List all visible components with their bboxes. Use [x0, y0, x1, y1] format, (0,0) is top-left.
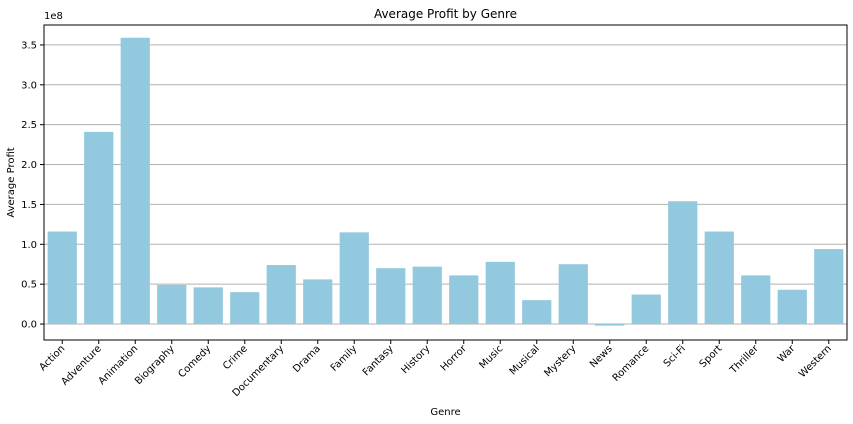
plot-frame	[43, 24, 848, 341]
x-tick-label: Music	[477, 343, 505, 371]
x-tick-label: Fantasy	[361, 343, 396, 378]
y-tick-label: 3.5	[21, 40, 37, 51]
x-tick-label: Mystery	[542, 343, 578, 379]
y-tick-label: 1.0	[21, 240, 37, 251]
bar-sci-fi	[668, 201, 698, 325]
bar-mystery	[558, 264, 588, 325]
y-tick-label: 2.5	[21, 120, 37, 131]
bar-horror	[449, 275, 479, 325]
bar-musical	[522, 300, 552, 325]
y-tick-label: 0.0	[21, 320, 37, 331]
bar-western	[814, 249, 844, 325]
x-tick-label: Biography	[133, 343, 177, 387]
x-tick-label: Family	[329, 343, 360, 374]
bar-news	[595, 324, 625, 326]
x-tick-label: Sci-Fi	[662, 343, 688, 369]
y-tick-label: 2.0	[21, 160, 37, 171]
y-axis-label: Average Profit	[6, 147, 17, 217]
x-tick-label: History	[399, 343, 432, 376]
y-ticks: 0.0 0.5 1.0 1.5 2.0 2.5 3.0 3.5	[21, 40, 44, 331]
x-tick-label: Musical	[508, 343, 542, 377]
gridlines	[44, 44, 847, 325]
bar-history	[412, 266, 442, 325]
y-tick-label: 1.5	[21, 200, 37, 211]
x-tick-label: News	[588, 343, 615, 370]
x-tick-label: Horror	[439, 343, 470, 374]
x-tick-label: Action	[37, 343, 67, 373]
x-tick-label: War	[776, 343, 798, 365]
bar-comedy	[193, 287, 223, 325]
x-axis-label: Genre	[430, 407, 460, 418]
bar-biography	[157, 284, 187, 325]
chart-title: Average Profit by Genre	[374, 7, 517, 21]
bar-action	[47, 231, 77, 325]
bar-adventure	[84, 131, 114, 325]
bar-romance	[631, 294, 661, 325]
x-tick-label: Comedy	[176, 343, 213, 380]
bar-animation	[120, 37, 150, 325]
y-tick-label: 0.5	[21, 280, 37, 291]
bar-crime	[230, 292, 260, 325]
bar-war	[777, 289, 807, 325]
bar-drama	[303, 279, 333, 325]
x-tick-label: Crime	[221, 343, 250, 372]
bars	[47, 37, 844, 326]
bar-thriller	[741, 275, 771, 325]
y-axis-offset-label: 1e8	[44, 11, 63, 22]
x-tick-label: Sport	[698, 343, 725, 370]
x-tick-label: Drama	[291, 343, 323, 375]
y-tick-label: 3.0	[21, 80, 37, 91]
bar-sport	[704, 231, 734, 325]
bar-documentary	[266, 265, 296, 325]
bar-fantasy	[376, 268, 406, 325]
x-tick-label: Western	[797, 343, 834, 380]
x-tick-label: Romance	[611, 343, 652, 384]
bar-music	[485, 261, 515, 325]
x-tick-label: Thriller	[728, 343, 762, 377]
bar-family	[339, 232, 369, 325]
